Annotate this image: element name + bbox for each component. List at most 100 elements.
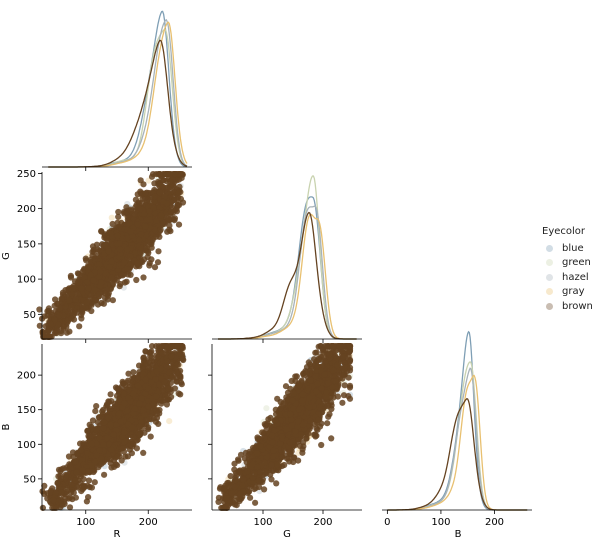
scatter-point-brown <box>157 365 164 373</box>
scatter-point-brown <box>62 474 69 481</box>
scatter-point-green <box>263 405 270 412</box>
scatter-point-brown <box>122 453 129 460</box>
scatter-point-brown <box>98 279 105 286</box>
scatter-point-brown <box>99 408 106 415</box>
scatter-point-brown <box>98 299 105 307</box>
scatter-point-brown <box>84 279 91 286</box>
scatter-point-brown <box>79 467 86 474</box>
scatter-point-brown <box>117 280 124 288</box>
scatter-point-brown <box>103 401 111 408</box>
scatter-point-brown <box>145 385 152 392</box>
scatter-point-brown <box>140 449 147 456</box>
scatter-point-brown <box>68 304 75 311</box>
scatter-point-brown <box>48 311 55 318</box>
scatter-point-brown <box>90 277 97 284</box>
scatter-point-brown <box>114 453 121 460</box>
scatter-point-brown <box>166 178 174 185</box>
scatter-point-brown <box>124 379 131 386</box>
density-curve-blue <box>218 196 357 340</box>
scatter-point-brown <box>54 480 61 487</box>
scatter-point-brown <box>152 418 159 425</box>
scatter-point-brown <box>51 302 58 309</box>
scatter-point-brown <box>136 400 143 407</box>
scatter-point-brown <box>175 350 182 357</box>
scatter-point-brown <box>82 255 89 262</box>
scatter-point-brown <box>59 289 67 296</box>
scatter-point-brown <box>171 217 178 224</box>
scatter-point-brown <box>148 354 155 361</box>
scatter-point-brown <box>128 450 135 457</box>
scatter-point-brown <box>108 446 115 453</box>
scatter-point-brown <box>56 312 63 319</box>
scatter-point-brown <box>100 425 107 432</box>
scatter-point-brown <box>136 362 143 369</box>
scatter-point-brown <box>73 309 80 316</box>
scatter-point-brown <box>173 205 180 212</box>
scatter-point-brown <box>154 259 162 266</box>
scatter-point-brown <box>85 494 92 501</box>
scatter-point-brown <box>131 405 138 412</box>
scatter-point-brown <box>78 285 85 292</box>
scatter-point-brown <box>125 394 132 401</box>
scatter-point-brown <box>146 260 153 267</box>
scatter-point-brown <box>101 419 108 426</box>
scatter-point-brown <box>145 249 152 256</box>
scatter-point-brown <box>53 330 60 337</box>
scatter-point-brown <box>145 398 152 405</box>
b-vs-r-x-tick-label: 200 <box>139 517 158 528</box>
scatter-point-brown <box>146 208 153 215</box>
scatter-point-brown <box>126 219 133 227</box>
scatter-point-brown <box>107 230 115 237</box>
scatter-point-brown <box>105 248 112 255</box>
scatter-point-brown <box>127 253 134 260</box>
scatter-point-gray <box>166 418 173 425</box>
scatter-point-brown <box>177 171 184 178</box>
scatter-point-brown <box>91 287 99 294</box>
scatter-point-brown <box>138 395 145 402</box>
scatter-point-brown <box>87 271 94 278</box>
b-vs-r-y-tick-label: 50 <box>23 474 36 485</box>
scatter-point-brown <box>121 259 128 266</box>
scatter-point-brown <box>84 450 91 457</box>
scatter-point-brown <box>164 358 171 365</box>
b-vs-r-y-tick-label: 100 <box>17 440 36 451</box>
scatter-point-brown <box>72 296 79 303</box>
scatter-point-brown <box>101 290 108 297</box>
scatter-point-brown <box>157 226 164 233</box>
scatter-point-brown <box>66 297 73 304</box>
scatter-point-brown <box>147 433 154 440</box>
scatter-point-brown <box>175 390 182 397</box>
g-density-curves <box>218 175 357 340</box>
scatter-point-brown <box>140 407 147 414</box>
scatter-point-brown <box>134 260 141 267</box>
scatter-point-brown <box>68 290 76 298</box>
scatter-point-brown <box>165 385 172 392</box>
scatter-point-brown <box>87 292 94 299</box>
scatter-point-brown <box>108 274 115 281</box>
scatter-point-brown <box>77 447 84 454</box>
density-curve-green <box>218 175 357 340</box>
scatter-point-brown <box>115 385 122 392</box>
scatter-point-brown <box>146 216 153 223</box>
scatter-point-brown <box>173 369 180 376</box>
scatter-point-brown <box>155 181 162 188</box>
scatter-point-brown <box>109 220 116 228</box>
scatter-point-brown <box>85 477 93 484</box>
scatter-point-brown <box>55 321 62 328</box>
scatter-point-brown <box>84 427 91 434</box>
scatter-point-brown <box>129 375 136 382</box>
scatter-point-brown <box>121 439 128 446</box>
scatter-point-brown <box>115 213 122 220</box>
scatter-point-brown <box>88 440 95 448</box>
scatter-point-brown <box>74 279 81 286</box>
scatter-point-brown <box>116 240 123 247</box>
scatter-point-brown <box>109 297 116 304</box>
scatter-point-brown <box>142 190 149 197</box>
scatter-point-brown <box>130 434 137 441</box>
scatter-point-brown <box>66 328 73 335</box>
scatter-point-brown <box>179 356 186 363</box>
scatter-point-brown <box>159 350 166 357</box>
scatter-point-brown <box>80 476 87 483</box>
scatter-point-brown <box>167 189 174 196</box>
